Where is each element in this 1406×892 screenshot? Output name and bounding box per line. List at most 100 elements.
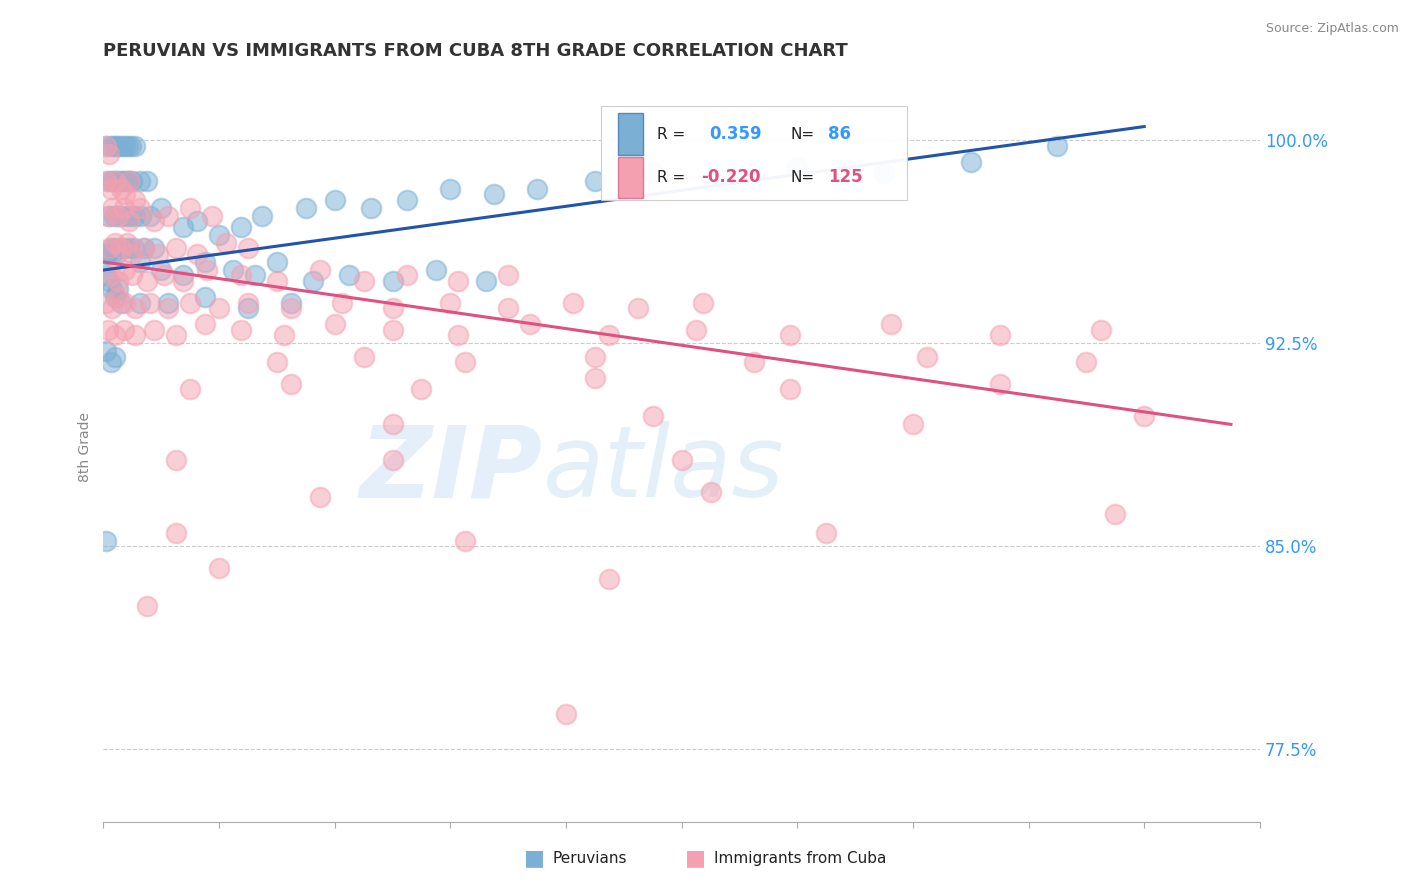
Point — [157, 295, 180, 310]
Point — [98, 146, 121, 161]
Point — [353, 350, 375, 364]
Point — [172, 268, 194, 283]
Point — [115, 174, 138, 188]
Point — [122, 241, 145, 255]
Point — [917, 350, 939, 364]
Point — [526, 182, 548, 196]
Text: ZIP: ZIP — [360, 421, 543, 518]
Text: 0.359: 0.359 — [710, 125, 762, 143]
Point — [118, 174, 141, 188]
Point — [114, 241, 136, 255]
Point — [157, 301, 180, 315]
Point — [165, 525, 187, 540]
Point — [103, 138, 125, 153]
Text: R =: R = — [658, 169, 686, 185]
Point — [104, 350, 127, 364]
Point — [353, 274, 375, 288]
Point — [104, 235, 127, 250]
Point — [454, 355, 477, 369]
Point — [100, 241, 122, 255]
Point — [959, 154, 981, 169]
Point — [150, 263, 173, 277]
Point — [208, 301, 231, 315]
Text: atlas: atlas — [543, 421, 785, 518]
Point — [381, 274, 404, 288]
Point — [112, 174, 135, 188]
Point — [439, 295, 461, 310]
Point — [115, 235, 138, 250]
Point — [129, 209, 152, 223]
Point — [266, 274, 288, 288]
Point — [118, 241, 141, 255]
Point — [97, 247, 120, 261]
Point — [583, 371, 606, 385]
Point — [112, 201, 135, 215]
Point — [381, 323, 404, 337]
Point — [165, 452, 187, 467]
Point — [132, 241, 155, 255]
Point — [100, 268, 122, 283]
Point — [124, 193, 146, 207]
Point — [519, 317, 541, 331]
Point — [108, 138, 131, 153]
Text: 125: 125 — [828, 169, 863, 186]
Point — [96, 344, 118, 359]
Point — [323, 317, 346, 331]
Point — [103, 209, 125, 223]
Point — [105, 247, 128, 261]
Point — [194, 255, 217, 269]
Point — [236, 295, 259, 310]
Point — [107, 174, 129, 188]
Point — [128, 295, 150, 310]
Point — [381, 452, 404, 467]
Point — [114, 263, 136, 277]
Point — [439, 182, 461, 196]
Point — [97, 323, 120, 337]
Point — [583, 350, 606, 364]
Text: R =: R = — [658, 127, 686, 142]
Point — [208, 561, 231, 575]
Point — [135, 274, 157, 288]
Point — [107, 209, 129, 223]
Point — [96, 138, 118, 153]
Text: ■: ■ — [524, 848, 544, 868]
Point — [157, 209, 180, 223]
Point — [101, 174, 124, 188]
Point — [96, 268, 118, 283]
Point — [96, 533, 118, 548]
FancyBboxPatch shape — [619, 113, 644, 154]
Point — [104, 290, 127, 304]
Point — [598, 572, 620, 586]
Point — [96, 138, 118, 153]
Point — [880, 317, 903, 331]
Point — [215, 235, 238, 250]
Point — [302, 274, 325, 288]
Point — [208, 227, 231, 242]
Point — [110, 241, 132, 255]
Point — [229, 219, 252, 234]
Point — [197, 263, 219, 277]
Point — [138, 209, 160, 223]
Point — [1090, 323, 1112, 337]
Point — [143, 323, 166, 337]
Point — [786, 160, 808, 174]
Point — [114, 295, 136, 310]
Point — [360, 201, 382, 215]
Point — [100, 138, 122, 153]
Point — [229, 323, 252, 337]
Point — [104, 328, 127, 343]
Point — [381, 301, 404, 315]
Point — [583, 174, 606, 188]
Point — [425, 263, 447, 277]
Point — [124, 301, 146, 315]
Point — [179, 295, 201, 310]
Point — [901, 417, 924, 432]
Point — [114, 138, 136, 153]
Point — [446, 274, 468, 288]
Point — [186, 214, 208, 228]
Point — [454, 533, 477, 548]
Point — [118, 214, 141, 228]
Text: -0.220: -0.220 — [702, 169, 761, 186]
Point — [236, 301, 259, 315]
Point — [150, 201, 173, 215]
